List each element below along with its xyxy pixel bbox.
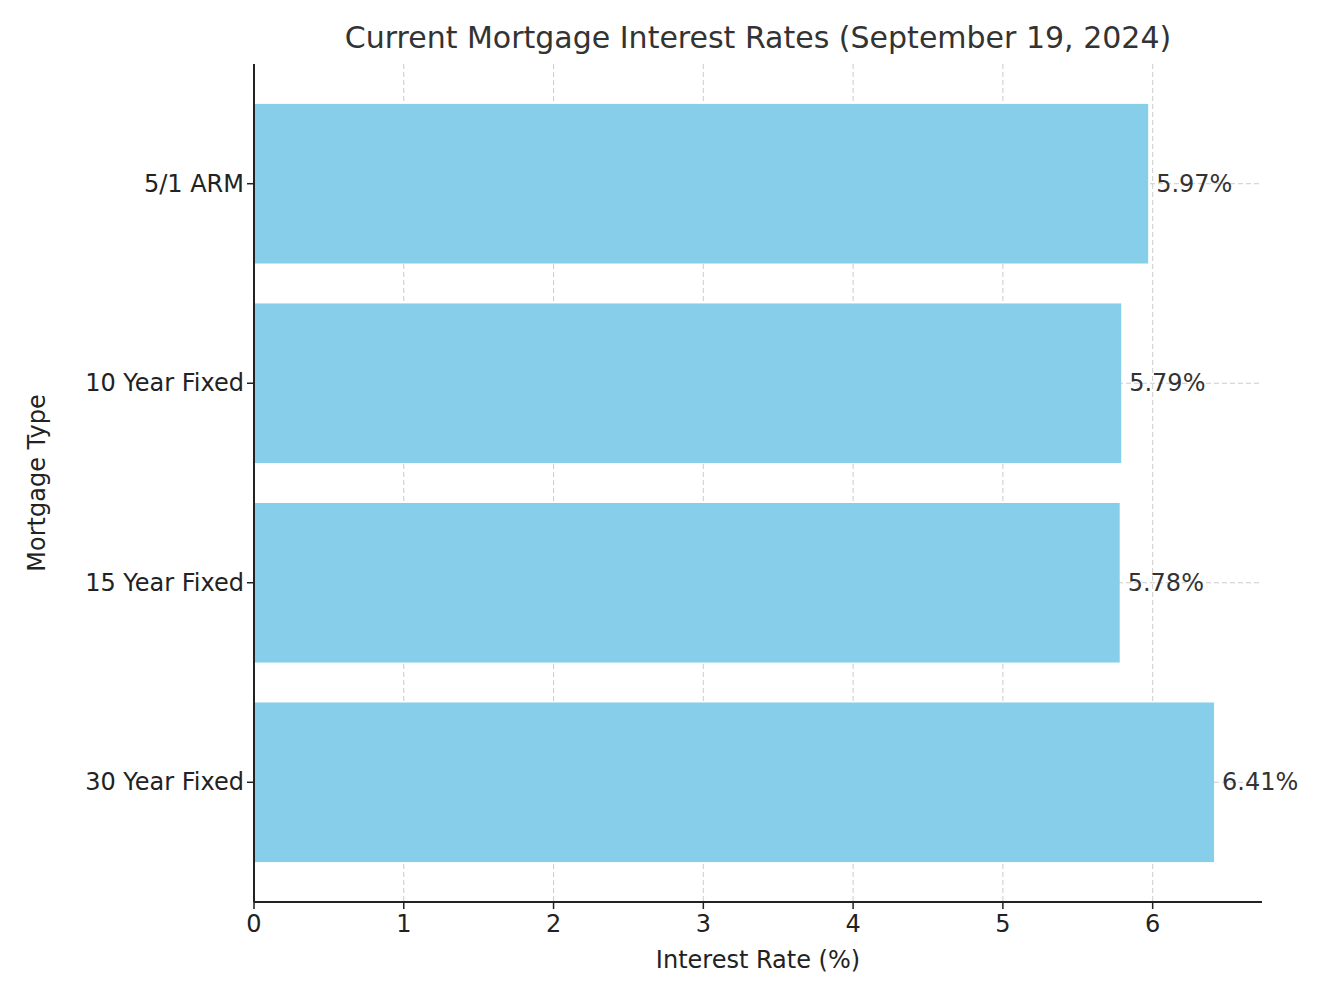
title: Current Mortgage Interest Rates (Septemb… [345, 20, 1171, 55]
x-tick [253, 902, 255, 909]
x-tick [1002, 902, 1004, 909]
bar [254, 303, 1121, 463]
chart: 6.41% 5.78% 5.79% 5.97% 0 1 2 3 4 5 6 30 Year Fixed… [0, 0, 1333, 1000]
x-tick-label: 3 [696, 910, 711, 938]
x-axis-line [254, 901, 1262, 903]
data-labels: 6.41% 5.78% 5.79% 5.97% [1128, 170, 1299, 797]
y-tick-label: 10 Year Fixed [85, 369, 244, 397]
x-axis-label: Interest Rate (%) [656, 946, 860, 974]
x-tick [852, 902, 854, 909]
y-tick [247, 582, 254, 584]
x-tick [703, 902, 705, 909]
y-tick-label: 30 Year Fixed [85, 768, 244, 796]
x-tick-label: 2 [546, 910, 561, 938]
data-label: 5.79% [1129, 369, 1205, 397]
y-tick [247, 382, 254, 384]
x-tick [553, 902, 555, 909]
x-tick-label: 4 [845, 910, 860, 938]
x-tick-label: 1 [396, 910, 411, 938]
x-grid-line [254, 64, 255, 902]
y-tick-label: 15 Year Fixed [85, 569, 244, 597]
bar [254, 702, 1214, 862]
bar [254, 503, 1120, 663]
bars [254, 104, 1214, 862]
y-tick [247, 782, 254, 784]
x-tick [1152, 902, 1154, 909]
x-tick [403, 902, 405, 909]
x-tick-label: 0 [246, 910, 261, 938]
data-label: 6.41% [1222, 768, 1298, 796]
y-axis-line [253, 64, 255, 902]
y-axis-label: Mortgage Type [23, 394, 51, 571]
data-label: 5.78% [1128, 569, 1204, 597]
grid [254, 64, 1262, 902]
y-tick-label: 5/1 ARM [144, 170, 244, 198]
x-tick-label: 6 [1145, 910, 1160, 938]
x-tick-label: 5 [995, 910, 1010, 938]
bar [254, 104, 1148, 264]
data-label: 5.97% [1156, 170, 1232, 198]
axes: 0 1 2 3 4 5 6 30 Year Fixed 15 Year Fixed 10 Year… [85, 64, 1262, 938]
y-tick [247, 183, 254, 185]
